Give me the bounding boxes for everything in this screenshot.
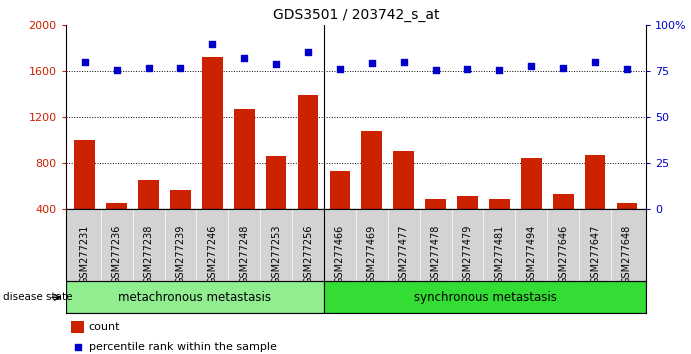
Point bbox=[430, 67, 441, 73]
Bar bbox=[71, 321, 84, 333]
Bar bbox=[425, 199, 446, 255]
Point bbox=[589, 59, 600, 64]
Title: GDS3501 / 203742_s_at: GDS3501 / 203742_s_at bbox=[273, 8, 439, 22]
Bar bbox=[457, 196, 478, 255]
Bar bbox=[298, 95, 319, 255]
Point bbox=[111, 67, 122, 73]
Bar bbox=[521, 158, 542, 255]
Point bbox=[621, 66, 632, 72]
Bar bbox=[234, 109, 254, 255]
Point bbox=[398, 59, 409, 64]
Point bbox=[143, 65, 154, 71]
Point bbox=[175, 65, 186, 71]
Text: metachronous metastasis: metachronous metastasis bbox=[118, 291, 272, 304]
Point bbox=[303, 50, 314, 55]
Bar bbox=[75, 140, 95, 255]
Point bbox=[558, 65, 569, 71]
Point bbox=[334, 66, 346, 72]
FancyBboxPatch shape bbox=[66, 281, 324, 313]
Bar bbox=[138, 180, 159, 255]
Bar bbox=[616, 202, 637, 255]
Point bbox=[462, 66, 473, 72]
Bar bbox=[202, 57, 223, 255]
Bar bbox=[106, 203, 127, 255]
Point bbox=[238, 55, 249, 61]
Point bbox=[73, 344, 84, 350]
Point bbox=[271, 62, 282, 67]
Point bbox=[79, 59, 91, 64]
Point bbox=[526, 63, 537, 68]
Bar bbox=[170, 190, 191, 255]
FancyBboxPatch shape bbox=[324, 281, 646, 313]
Text: synchronous metastasis: synchronous metastasis bbox=[414, 291, 556, 304]
Bar bbox=[361, 131, 382, 255]
Bar bbox=[266, 156, 287, 255]
Bar bbox=[489, 199, 510, 255]
Text: percentile rank within the sample: percentile rank within the sample bbox=[89, 342, 276, 352]
Point bbox=[366, 61, 377, 66]
Bar bbox=[553, 194, 574, 255]
Text: disease state: disease state bbox=[3, 292, 73, 302]
Bar bbox=[330, 171, 350, 255]
Bar bbox=[585, 155, 605, 255]
Point bbox=[494, 67, 505, 73]
Text: count: count bbox=[89, 322, 120, 332]
Point bbox=[207, 41, 218, 47]
Bar bbox=[393, 152, 414, 255]
